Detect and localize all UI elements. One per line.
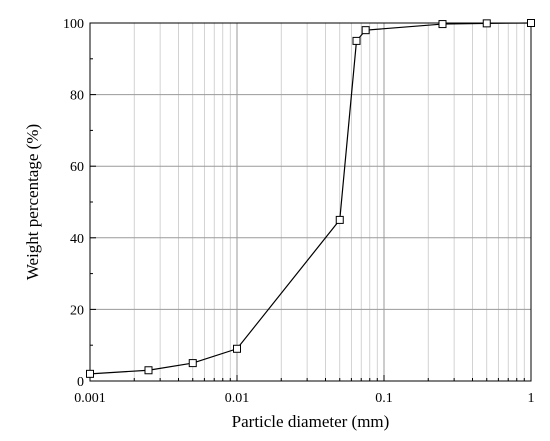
y-tick-label: 0 [77,375,84,390]
y-tick-label: 60 [70,160,84,175]
data-point [438,20,447,29]
data-point [86,369,94,378]
data-point [352,36,361,45]
x-axis-label: Particle diameter (mm) [232,412,390,431]
x-tick-labels: 0.001 0.01 0.1 1 [74,391,534,406]
y-tick-label: 80 [70,89,84,104]
series-line [89,22,532,375]
y-tick-label: 20 [70,303,84,318]
data-points [86,19,535,378]
y-tick-label: 100 [63,17,84,32]
data-point [527,19,535,27]
data-point [335,215,344,224]
data-point [188,359,197,368]
x-tick-label: 0.01 [225,391,250,406]
x-tick-label: 0.001 [74,391,106,406]
y-tick-labels: 0 20 40 60 80 100 [63,17,84,390]
x-tick-label: 0.1 [375,391,393,406]
data-point [482,19,491,28]
y-axis-label: Weight percentage (%) [23,124,42,280]
grid [90,23,531,381]
plot-frame [89,22,532,382]
data-point [233,344,241,353]
y-tick-label: 40 [70,232,84,247]
data-point [144,366,153,375]
axis-ticks [90,22,525,382]
x-tick-label: 1 [528,391,535,406]
data-point [361,26,370,35]
